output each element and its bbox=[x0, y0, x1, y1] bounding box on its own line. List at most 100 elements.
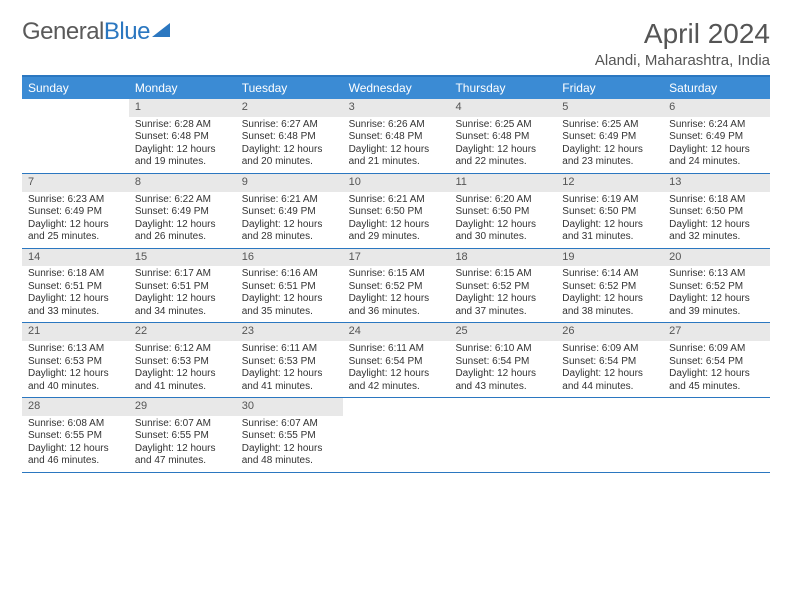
day-cell: 21Sunrise: 6:13 AMSunset: 6:53 PMDayligh… bbox=[22, 323, 129, 397]
sunrise-text: Sunrise: 6:09 AM bbox=[669, 343, 764, 356]
day-body: Sunrise: 6:18 AMSunset: 6:50 PMDaylight:… bbox=[663, 192, 770, 248]
brand-logo: GeneralBlue bbox=[22, 18, 170, 46]
brand-part1: General bbox=[22, 18, 104, 46]
sunrise-text: Sunrise: 6:25 AM bbox=[455, 119, 550, 132]
day-number: 25 bbox=[449, 323, 556, 341]
sunset-text: Sunset: 6:53 PM bbox=[28, 356, 123, 369]
week-row: 14Sunrise: 6:18 AMSunset: 6:51 PMDayligh… bbox=[22, 249, 770, 324]
day-cell: 27Sunrise: 6:09 AMSunset: 6:54 PMDayligh… bbox=[663, 323, 770, 397]
day-number: 10 bbox=[343, 174, 450, 192]
daylight-text: Daylight: 12 hours and 41 minutes. bbox=[135, 368, 230, 393]
daylight-text: Daylight: 12 hours and 42 minutes. bbox=[349, 368, 444, 393]
daylight-text: Daylight: 12 hours and 44 minutes. bbox=[562, 368, 657, 393]
day-number: 6 bbox=[663, 99, 770, 117]
daylight-text: Daylight: 12 hours and 39 minutes. bbox=[669, 293, 764, 318]
sunset-text: Sunset: 6:50 PM bbox=[455, 206, 550, 219]
page-header: GeneralBlue April 2024 Alandi, Maharasht… bbox=[22, 18, 770, 69]
sunrise-text: Sunrise: 6:21 AM bbox=[242, 194, 337, 207]
daylight-text: Daylight: 12 hours and 43 minutes. bbox=[455, 368, 550, 393]
weekday-header: Thursday bbox=[449, 77, 556, 99]
day-cell: 30 Sunrise: 6:07 AMSunset: 6:55 PMDayligh… bbox=[236, 398, 343, 472]
day-cell: 8Sunrise: 6:22 AMSunset: 6:49 PMDaylight… bbox=[129, 174, 236, 248]
weekday-header-row: Sunday Monday Tuesday Wednesday Thursday… bbox=[22, 77, 770, 99]
sunrise-text: Sunrise: 6:11 AM bbox=[349, 343, 444, 356]
sunrise-text: Sunrise: 6:13 AM bbox=[28, 343, 123, 356]
sunrise-text: Sunrise: 6:10 AM bbox=[455, 343, 550, 356]
day-number: 26 bbox=[556, 323, 663, 341]
sunset-text: Sunset: 6:54 PM bbox=[349, 356, 444, 369]
day-number: 28 bbox=[22, 398, 129, 416]
daylight-text: Daylight: 12 hours and 34 minutes. bbox=[135, 293, 230, 318]
day-body: Sunrise: 6:26 AMSunset: 6:48 PMDaylight:… bbox=[343, 117, 450, 173]
day-number: 19 bbox=[556, 249, 663, 267]
day-cell: 14Sunrise: 6:18 AMSunset: 6:51 PMDayligh… bbox=[22, 249, 129, 323]
sunrise-text: Sunrise: 6:15 AM bbox=[349, 268, 444, 281]
day-body: Sunrise: 6:11 AMSunset: 6:54 PMDaylight:… bbox=[343, 341, 450, 397]
week-row: 7Sunrise: 6:23 AMSunset: 6:49 PMDaylight… bbox=[22, 174, 770, 249]
day-cell bbox=[556, 398, 663, 472]
daylight-text: Daylight: 12 hours and 45 minutes. bbox=[669, 368, 764, 393]
day-cell: 16Sunrise: 6:16 AMSunset: 6:51 PMDayligh… bbox=[236, 249, 343, 323]
day-number: 1 bbox=[129, 99, 236, 117]
day-number: 14 bbox=[22, 249, 129, 267]
daylight-text: Daylight: 12 hours and 26 minutes. bbox=[135, 219, 230, 244]
sunset-text: Sunset: 6:49 PM bbox=[242, 206, 337, 219]
day-cell bbox=[22, 99, 129, 173]
daylight-text: Daylight: 12 hours and 28 minutes. bbox=[242, 219, 337, 244]
day-cell: 3Sunrise: 6:26 AMSunset: 6:48 PMDaylight… bbox=[343, 99, 450, 173]
day-cell: 22Sunrise: 6:12 AMSunset: 6:53 PMDayligh… bbox=[129, 323, 236, 397]
day-cell: 23Sunrise: 6:11 AMSunset: 6:53 PMDayligh… bbox=[236, 323, 343, 397]
sunset-text: Sunset: 6:55 PM bbox=[242, 430, 337, 443]
day-cell: 20Sunrise: 6:13 AMSunset: 6:52 PMDayligh… bbox=[663, 249, 770, 323]
daylight-text: Daylight: 12 hours and 25 minutes. bbox=[28, 219, 123, 244]
daylight-text: Daylight: 12 hours and 35 minutes. bbox=[242, 293, 337, 318]
day-number: 15 bbox=[129, 249, 236, 267]
daylight-text: Daylight: 12 hours and 46 minutes. bbox=[28, 443, 123, 468]
day-cell: 15Sunrise: 6:17 AMSunset: 6:51 PMDayligh… bbox=[129, 249, 236, 323]
sunrise-text: Sunrise: 6:19 AM bbox=[562, 194, 657, 207]
sunrise-text: Sunrise: 6:27 AM bbox=[242, 119, 337, 132]
day-body: Sunrise: 6:09 AMSunset: 6:54 PMDaylight:… bbox=[663, 341, 770, 397]
day-number: 24 bbox=[343, 323, 450, 341]
daylight-text: Daylight: 12 hours and 20 minutes. bbox=[242, 144, 337, 169]
daylight-text: Daylight: 12 hours and 29 minutes. bbox=[349, 219, 444, 244]
day-body: Sunrise: 6:21 AMSunset: 6:49 PMDaylight:… bbox=[236, 192, 343, 248]
sunset-text: Sunset: 6:53 PM bbox=[242, 356, 337, 369]
week-row: 1Sunrise: 6:28 AMSunset: 6:48 PMDaylight… bbox=[22, 99, 770, 174]
sunrise-text: Sunrise: 6:07 AM bbox=[242, 418, 337, 431]
day-cell bbox=[449, 398, 556, 472]
sunrise-text: Sunrise: 6:25 AM bbox=[562, 119, 657, 132]
day-number: 13 bbox=[663, 174, 770, 192]
sunset-text: Sunset: 6:49 PM bbox=[135, 206, 230, 219]
sunset-text: Sunset: 6:52 PM bbox=[669, 281, 764, 294]
day-number: 8 bbox=[129, 174, 236, 192]
sunrise-text: Sunrise: 6:14 AM bbox=[562, 268, 657, 281]
day-cell: 13Sunrise: 6:18 AMSunset: 6:50 PMDayligh… bbox=[663, 174, 770, 248]
day-number: 11 bbox=[449, 174, 556, 192]
daylight-text: Daylight: 12 hours and 40 minutes. bbox=[28, 368, 123, 393]
day-number: 7 bbox=[22, 174, 129, 192]
sunrise-text: Sunrise: 6:23 AM bbox=[28, 194, 123, 207]
day-cell: 9Sunrise: 6:21 AMSunset: 6:49 PMDaylight… bbox=[236, 174, 343, 248]
sunset-text: Sunset: 6:48 PM bbox=[349, 131, 444, 144]
day-body: Sunrise: 6:19 AMSunset: 6:50 PMDaylight:… bbox=[556, 192, 663, 248]
weekday-header: Monday bbox=[129, 77, 236, 99]
sunset-text: Sunset: 6:48 PM bbox=[135, 131, 230, 144]
day-body: Sunrise: 6:18 AMSunset: 6:51 PMDaylight:… bbox=[22, 266, 129, 322]
day-number: 5 bbox=[556, 99, 663, 117]
day-body: Sunrise: 6:08 AMSunset: 6:55 PMDaylight:… bbox=[22, 416, 129, 472]
daylight-text: Daylight: 12 hours and 41 minutes. bbox=[242, 368, 337, 393]
sunrise-text: Sunrise: 6:18 AM bbox=[669, 194, 764, 207]
day-cell: 26Sunrise: 6:09 AMSunset: 6:54 PMDayligh… bbox=[556, 323, 663, 397]
day-number: 16 bbox=[236, 249, 343, 267]
day-cell: 1Sunrise: 6:28 AMSunset: 6:48 PMDaylight… bbox=[129, 99, 236, 173]
daylight-text: Daylight: 12 hours and 21 minutes. bbox=[349, 144, 444, 169]
sunrise-text: Sunrise: 6:15 AM bbox=[455, 268, 550, 281]
daylight-text: Daylight: 12 hours and 36 minutes. bbox=[349, 293, 444, 318]
daylight-text: Daylight: 12 hours and 48 minutes. bbox=[242, 443, 337, 468]
daylight-text: Daylight: 12 hours and 22 minutes. bbox=[455, 144, 550, 169]
weekday-header: Wednesday bbox=[343, 77, 450, 99]
day-body: Sunrise: 6:23 AMSunset: 6:49 PMDaylight:… bbox=[22, 192, 129, 248]
day-number: 22 bbox=[129, 323, 236, 341]
day-number: 30 bbox=[236, 398, 343, 416]
